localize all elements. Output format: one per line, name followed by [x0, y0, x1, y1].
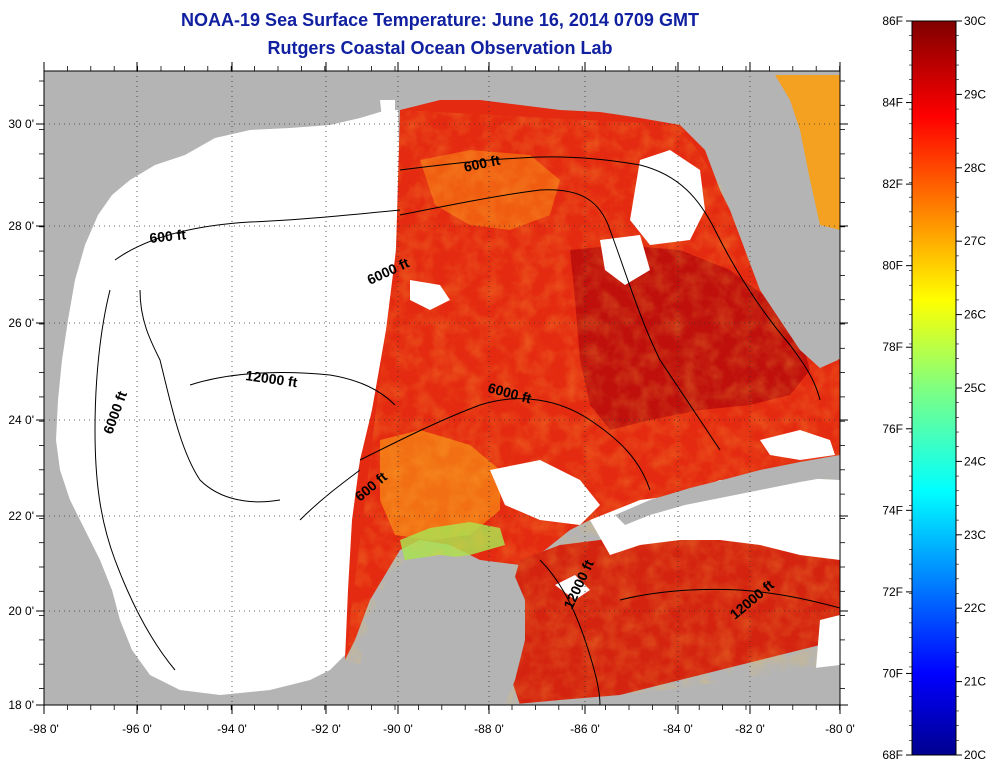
- x-axis: -98 0' -96 0' -94 0' -92 0' -90 0' -88 0' -86 …: [29, 62, 855, 736]
- x-tick-label: -96 0': [122, 722, 152, 736]
- colorbar-c-label: 28C: [964, 161, 986, 175]
- colorbar-c-label: 23C: [964, 528, 986, 542]
- y-axis: 30 0' 28 0' 26 0' 24 0' 22 0' 20 0' 18 0': [8, 80, 848, 712]
- x-tick-label: -84 0': [663, 722, 693, 736]
- x-tick-label: -92 0': [311, 722, 341, 736]
- colorbar-f-label: 86F: [882, 14, 903, 28]
- yucatan-land: [360, 555, 525, 705]
- lat-lon-grid: [44, 71, 840, 705]
- colorbar-c-label: 21C: [964, 675, 986, 689]
- contour-label: 600 ft: [462, 152, 501, 175]
- cloud-patches: [380, 100, 840, 690]
- bathymetry-contours: [94, 156, 840, 705]
- x-tick-label: -86 0': [570, 722, 600, 736]
- colorbar-f-label: 70F: [882, 666, 903, 680]
- no-data-western-gulf: [56, 110, 400, 695]
- x-tick-label: -98 0': [29, 722, 59, 736]
- colorbar-f-label: 84F: [882, 96, 903, 110]
- y-tick-label: 26 0': [8, 316, 34, 330]
- colorbar-c-label: 30C: [964, 14, 986, 28]
- y-tick-label: 20 0': [8, 604, 34, 618]
- colorbar-c-label: 20C: [964, 748, 986, 762]
- florida-land: [680, 100, 838, 368]
- x-tick-label: -94 0': [217, 722, 247, 736]
- colorbar-f-label: 74F: [882, 503, 903, 517]
- colorbar-fahrenheit-scale: 86F 84F 82F 80F 78F 76F 74F 72F 70F 68F: [882, 14, 912, 762]
- colorbar-c-label: 22C: [964, 601, 986, 615]
- map-title: NOAA-19 Sea Surface Temperature: June 16…: [181, 10, 699, 30]
- colorbar-f-label: 76F: [882, 422, 903, 436]
- colorbar-c-label: 26C: [964, 308, 986, 322]
- central-america-land: [505, 665, 840, 705]
- x-tick-label: -90 0': [383, 722, 413, 736]
- colorbar-f-label: 82F: [882, 177, 903, 191]
- x-tick-label: -82 0': [735, 722, 765, 736]
- colorbar-f-label: 72F: [882, 585, 903, 599]
- y-tick-label: 22 0': [8, 509, 34, 523]
- y-tick-label: 28 0': [8, 219, 34, 233]
- y-tick-label: 24 0': [8, 413, 34, 427]
- colorbar-celsius-scale: 30C 29C 28C 27C 26C 25C 24C 23C 22C 21C 20C: [956, 14, 986, 762]
- x-tick-label: -88 0': [474, 722, 504, 736]
- map-subtitle: Rutgers Coastal Ocean Observation Lab: [267, 38, 613, 58]
- sst-atlantic-strip: [775, 75, 840, 230]
- colorbar-c-label: 24C: [964, 454, 986, 468]
- colorbar-c-label: 25C: [964, 381, 986, 395]
- colorbar-c-label: 27C: [964, 234, 986, 248]
- colorbar: [911, 20, 957, 756]
- colorbar-f-label: 80F: [882, 259, 903, 273]
- colorbar-f-label: 78F: [882, 340, 903, 354]
- contour-label: 12000 ft: [245, 367, 299, 390]
- cuba-land: [615, 455, 840, 525]
- colorbar-c-label: 29C: [964, 87, 986, 101]
- y-tick-label: 18 0': [8, 698, 34, 712]
- colorbar-f-label: 68F: [882, 748, 903, 762]
- x-tick-label: -80 0': [825, 722, 855, 736]
- contour-label: 600 ft: [149, 226, 187, 246]
- y-tick-label: 30 0': [8, 117, 34, 131]
